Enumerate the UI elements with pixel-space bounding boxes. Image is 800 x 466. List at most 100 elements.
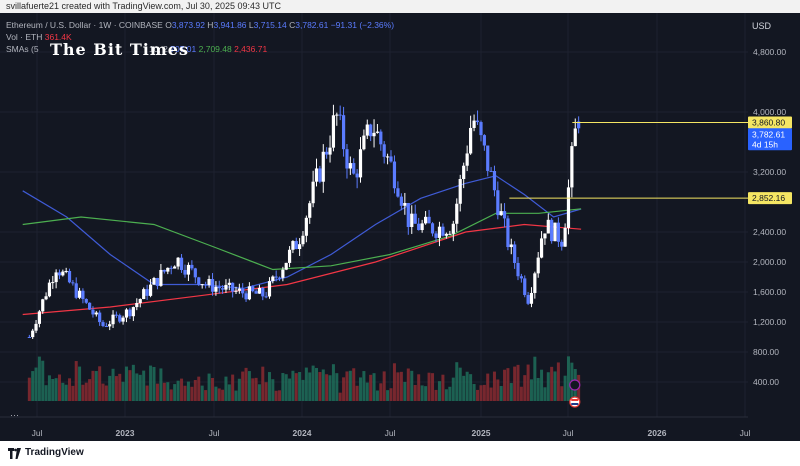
candle-body <box>355 173 359 178</box>
event-flag-icon[interactable] <box>569 396 581 408</box>
price-tick-label: 800.00 <box>753 347 779 357</box>
candle-body <box>348 163 352 169</box>
sma-green-value: 2,709.48 <box>198 44 232 54</box>
low-value: 3,715.14 <box>253 20 287 30</box>
candle-body <box>465 153 469 166</box>
candle-body <box>403 203 407 206</box>
volume-bar <box>152 366 156 401</box>
candle-body <box>523 278 527 296</box>
candle-body <box>417 223 421 231</box>
candle-body <box>91 309 95 315</box>
volume-bar <box>221 389 225 401</box>
chart-panel[interactable]: 4,800.00 4,000.00 3,200.00 2,400.00 2,000.00… <box>0 13 800 441</box>
volume-bar <box>244 367 248 401</box>
volume-bar <box>254 377 258 401</box>
candle-body <box>159 269 163 286</box>
volume-bar <box>64 384 68 401</box>
volume-bar <box>396 372 400 401</box>
candle-body <box>81 290 85 300</box>
volume-bar <box>536 377 540 401</box>
volume-bar <box>108 375 112 401</box>
price-tick-label: 400.00 <box>753 377 779 387</box>
price-tick-label: 4,000.00 <box>753 107 786 117</box>
low-label: L <box>248 20 254 30</box>
candle-body <box>392 161 397 189</box>
volume-bar <box>563 375 567 401</box>
candle-body <box>254 291 258 294</box>
symbol-name[interactable]: Ethereum / U.S. Dollar · 1W · COINBASE <box>6 20 163 30</box>
candle-body <box>369 124 373 137</box>
price-chart[interactable]: 4,800.00 4,000.00 3,200.00 2,400.00 2,000.00… <box>0 13 800 441</box>
price-tick-label: 1,600.00 <box>753 287 786 297</box>
volume-bar <box>386 390 390 401</box>
sma-green-line <box>22 208 582 271</box>
volume-bar <box>291 370 295 401</box>
candle-body <box>251 286 255 292</box>
time-tick-label: Jul <box>209 428 220 438</box>
volume-bar <box>166 382 170 401</box>
watermark-text: The Bit Times <box>50 40 189 59</box>
candle-body <box>47 282 52 297</box>
currency-label[interactable]: USD <box>752 21 772 31</box>
candle-body <box>88 302 92 310</box>
candle-body <box>475 120 480 123</box>
volume-bar <box>448 386 452 401</box>
candle-body <box>241 288 245 294</box>
volume-bar <box>31 371 35 401</box>
candle-body <box>406 203 410 228</box>
candle-body <box>111 314 115 325</box>
price-tick-label: 4,800.00 <box>753 47 786 57</box>
volume-bar <box>444 389 448 401</box>
volume-bar <box>27 377 31 401</box>
volume-bar <box>465 371 469 401</box>
candle-body <box>54 272 58 283</box>
event-bolt-icon[interactable] <box>569 379 581 391</box>
volume-bar <box>304 367 308 401</box>
current-price-badge <box>748 128 792 151</box>
time-tick-label: 2026 <box>648 428 667 438</box>
candle-body <box>570 146 574 188</box>
volume-bar <box>57 374 61 401</box>
candle-body <box>274 276 278 278</box>
candle-body <box>271 276 275 282</box>
candle-body <box>413 213 417 224</box>
volume-bar <box>472 384 476 401</box>
candle-body <box>44 296 48 300</box>
candle-body <box>264 296 268 298</box>
candle-body <box>142 289 146 300</box>
volume-bar <box>224 376 228 401</box>
volume-bar <box>234 390 238 401</box>
volume-bar <box>420 385 424 401</box>
footer-brand[interactable]: TradingView <box>25 447 84 458</box>
candle-body <box>338 114 342 116</box>
volume-label[interactable]: Vol · ETH <box>6 32 43 42</box>
candle-body <box>217 286 221 289</box>
candle-body <box>197 277 201 285</box>
candle-body <box>131 307 135 317</box>
highlight-price-text: 2,852.16 <box>752 193 785 203</box>
volume-bar <box>257 384 261 401</box>
volume-bar <box>142 370 146 401</box>
more-icon[interactable]: ··· <box>10 410 19 420</box>
volume-bar <box>311 365 315 401</box>
volume-bar <box>51 379 55 401</box>
candle-body <box>210 279 215 292</box>
volume-bar <box>417 374 421 401</box>
price-tick-label: 1,200.00 <box>753 317 786 327</box>
candle-body <box>499 211 503 216</box>
legend-row-volume: Vol · ETH 361.4K <box>6 31 394 43</box>
sma-label[interactable]: SMAs (5 <box>6 44 39 54</box>
candle-body <box>51 282 55 284</box>
candle-body <box>247 286 251 300</box>
volume-bar <box>247 371 251 401</box>
candle-body <box>186 264 191 275</box>
volume-bar <box>237 378 241 401</box>
sma-red-line <box>22 223 582 316</box>
volume-bar <box>124 366 128 401</box>
candle-body <box>553 222 557 242</box>
close-value: 3,782.61 <box>295 20 329 30</box>
candle-body <box>424 216 428 224</box>
volume-bar <box>211 377 215 401</box>
volume-bar <box>204 390 208 401</box>
candle-body <box>335 114 339 116</box>
